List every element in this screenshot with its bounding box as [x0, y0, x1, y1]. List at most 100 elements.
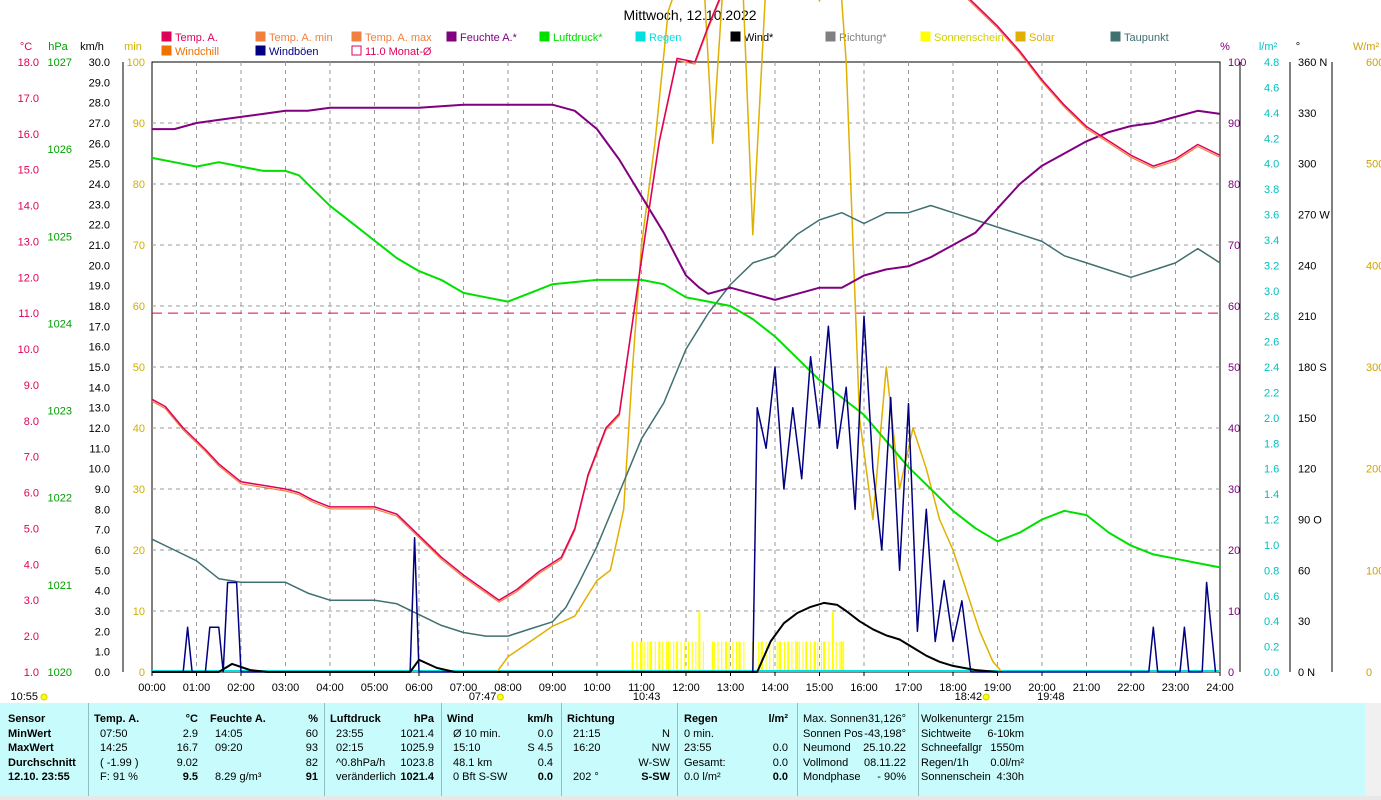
sunshine-bar: [665, 641, 667, 672]
direction-axis-tick-label: 270 W: [1298, 210, 1330, 222]
x-tick-label: 07:00: [450, 682, 478, 694]
solar-axis-tick-label: 100: [1366, 565, 1381, 577]
humidity-axis-tick-label: 40: [1228, 423, 1240, 435]
direction-axis-tick-label: 210: [1298, 311, 1316, 323]
stats-divider: [441, 703, 442, 800]
wind-value: 0.0: [537, 728, 553, 740]
humidity-axis-tick-label: 100: [1228, 57, 1246, 69]
axis-unit-6: °: [1296, 41, 1300, 53]
sunshine-bar: [806, 641, 808, 672]
pressure-axis-tick-label: 1021: [48, 580, 72, 592]
sunshine-bar: [728, 641, 730, 672]
stats-row-label: MaxWert: [8, 742, 54, 754]
rain-label: 0 min.: [684, 728, 714, 740]
humidity-axis-tick-label: 20: [1228, 545, 1240, 557]
legend-label-2: Temp. A. max: [365, 32, 432, 44]
x-tick-label: 20:00: [1028, 682, 1056, 694]
x-tick-label: 14:00: [761, 682, 789, 694]
x-tick-label: 24:00: [1206, 682, 1234, 694]
rain-label: Gesamt:: [684, 757, 726, 769]
rain-axis-tick-label: 3.8: [1264, 184, 1279, 196]
sunshine-bar: [813, 641, 815, 672]
legend-swatch-13: [351, 45, 362, 56]
sunshine-bar: [822, 641, 825, 672]
sunshine-bar: [828, 641, 830, 672]
direction-value: S-SW: [641, 771, 670, 783]
sunshine-bar: [820, 641, 822, 672]
temp-label: 07:50: [100, 728, 128, 740]
culmination-time: 10:55: [10, 691, 38, 703]
cloud-value: 6-10km: [987, 728, 1024, 740]
humidity-label: 14:05: [215, 728, 243, 740]
humidity-axis-tick-label: 80: [1228, 179, 1240, 191]
temp-label: ( -1.99 ): [100, 757, 139, 769]
legend-swatch-0: [161, 31, 172, 42]
horizontal-scrollbar[interactable]: [0, 796, 1381, 800]
humidity-axis-tick-label: 30: [1228, 484, 1240, 496]
sunshine-bar: [787, 641, 789, 672]
wind-axis-tick-label: 9.0: [95, 484, 110, 496]
wind-axis-tick-label: 17.0: [89, 321, 110, 333]
sunshine-bar: [732, 641, 734, 672]
wind-axis-tick-label: 20.0: [89, 260, 110, 272]
rain-axis-tick-label: 0.0: [1264, 667, 1279, 679]
pressure-axis-tick-label: 1024: [48, 318, 72, 330]
wind-axis-tick-label: 14.0: [89, 382, 110, 394]
sunshine-bar: [711, 641, 714, 672]
sun-minutes-axis-tick-label: 20: [133, 545, 145, 557]
legend-swatch-11: [161, 45, 172, 56]
pressure-axis-tick-label: 1022: [48, 493, 72, 505]
rain-axis-tick-label: 4.0: [1264, 159, 1279, 171]
legend-swatch-3: [446, 31, 457, 42]
rain-unit: l/m²: [768, 713, 788, 725]
sunshine-bar: [778, 641, 781, 672]
cloud-value: 0.0l/m²: [990, 757, 1024, 769]
wind-axis-tick-label: 1.0: [95, 647, 110, 659]
solar-axis-tick-label: 500: [1366, 159, 1381, 171]
x-tick-label: 15:00: [806, 682, 834, 694]
series-luftdruck: [151, 156, 1221, 569]
legend-label-9: Solar: [1029, 32, 1055, 44]
series-solar: [496, 0, 1003, 673]
stats-divider: [918, 703, 919, 800]
wind-axis-tick-label: 16.0: [89, 342, 110, 354]
sun-minutes-axis-tick-label: 60: [133, 301, 145, 313]
cloud-label: Sichtweite: [921, 728, 972, 740]
wind-label: 48.1 km: [453, 757, 493, 769]
pressure-header: Luftdruck: [330, 713, 381, 725]
temp-value: 9.5: [182, 771, 198, 783]
stats-divider: [88, 703, 89, 800]
stats-divider: [561, 703, 562, 800]
pressure-axis-tick-label: 1027: [48, 57, 72, 69]
x-tick-label: 16:00: [850, 682, 878, 694]
cloud-label: Sonnenschein: [921, 771, 991, 783]
direction-axis-tick-label: 330: [1298, 108, 1316, 120]
pressure-axis-tick-label: 1020: [48, 667, 72, 679]
sunshine-bar: [724, 641, 726, 672]
wind-axis-tick-label: 26.0: [89, 138, 110, 150]
sunshine-bar: [695, 641, 697, 672]
sunshine-bar: [738, 641, 741, 672]
rain-value: 0.0: [772, 771, 788, 783]
temp-axis-tick-label: 12.0: [18, 272, 39, 284]
rain-value: 0.0: [772, 757, 788, 769]
vertical-scrollbar[interactable]: [1365, 703, 1381, 800]
sunshine-bar: [835, 641, 837, 672]
rain-axis-tick-label: 4.6: [1264, 82, 1279, 94]
sunshine-bar: [667, 641, 670, 672]
wind-axis-tick-label: 19.0: [89, 281, 110, 293]
pressure-label: ^0.8hPa/h: [336, 757, 386, 769]
sunset-time: 18:42: [955, 691, 983, 703]
sunshine-bar: [843, 641, 845, 672]
wind-value: 0.4: [537, 757, 553, 769]
x-tick-label: 04:00: [316, 682, 344, 694]
direction-header: Richtung: [567, 713, 615, 725]
rain-axis-tick-label: 0.2: [1264, 642, 1279, 654]
sunshine-bar: [760, 641, 763, 672]
sunshine-bars: [631, 611, 845, 672]
rain-axis-tick-label: 1.8: [1264, 438, 1279, 450]
sunshine-bar: [776, 641, 778, 672]
legend-label-6: Wind*: [744, 32, 774, 44]
rain-axis-tick-label: 3.4: [1264, 235, 1279, 247]
rain-axis-tick-label: 3.6: [1264, 210, 1279, 222]
